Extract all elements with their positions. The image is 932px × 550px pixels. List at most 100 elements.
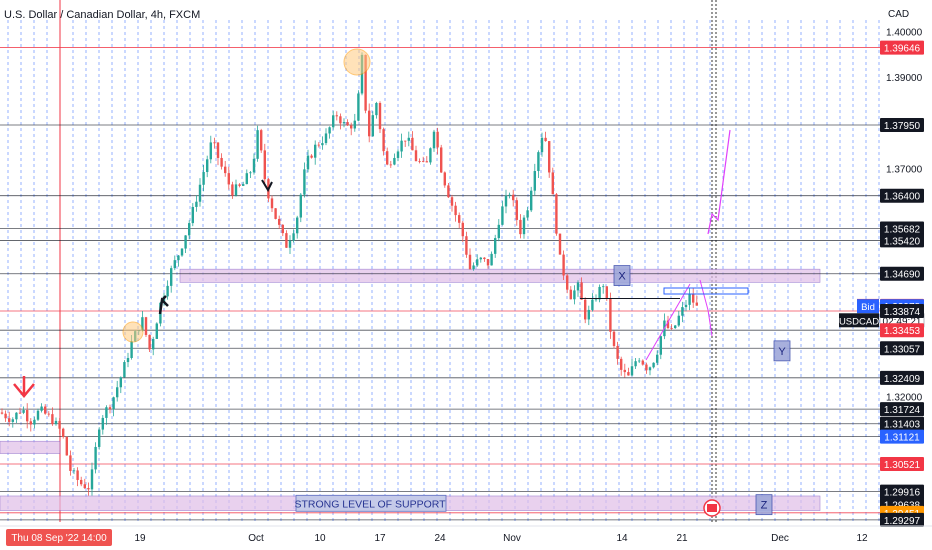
candle-body — [155, 323, 158, 339]
candle-body — [411, 137, 414, 151]
candle-body — [645, 364, 648, 371]
candle-body — [227, 173, 230, 185]
candle-body — [576, 282, 580, 291]
candle-body — [299, 194, 302, 218]
candle-body — [40, 406, 43, 411]
candle-body — [342, 122, 346, 124]
side-tag-box — [857, 299, 879, 314]
price-label: 02:49:21 — [883, 316, 922, 327]
candle-body — [641, 360, 644, 365]
candle-body — [656, 354, 659, 363]
candle-body — [18, 412, 22, 414]
price-label-box — [880, 117, 924, 132]
candle-body — [605, 286, 608, 299]
candle-body — [533, 171, 536, 191]
candle-body — [335, 115, 338, 117]
candle-body — [80, 479, 83, 485]
candle-body — [209, 142, 212, 160]
price-label: 1.35420 — [884, 236, 921, 247]
candle-body — [620, 358, 623, 370]
price-label-box — [880, 341, 924, 356]
candle-body — [47, 413, 50, 415]
candle-body — [191, 206, 194, 224]
price-label: 1.33453 — [884, 326, 921, 337]
price-label-box — [880, 402, 924, 417]
candle-body — [396, 151, 400, 158]
candle-body — [530, 190, 533, 211]
price-label: 1.33874 — [884, 307, 921, 318]
candle-body — [584, 299, 587, 320]
candle-body — [0, 412, 4, 414]
candle-body — [465, 236, 468, 255]
price-label: 1.37950 — [884, 121, 921, 132]
candle-body — [292, 233, 295, 241]
check-arrow-icon — [261, 179, 273, 193]
highlight-circle — [343, 48, 371, 76]
candle-body — [476, 259, 479, 266]
candle-body — [688, 294, 691, 305]
candle-body — [612, 331, 616, 346]
candle-body — [274, 208, 277, 219]
candle-body — [8, 418, 11, 422]
candle-body — [468, 254, 472, 270]
candle-body — [479, 257, 482, 260]
candle-body — [112, 397, 115, 410]
candle-body — [119, 377, 122, 388]
axis-layer: 1.40000 1.39000 1.37000 1.32000 19 Oct 10 17 24 N… — [0, 27, 932, 546]
candle-body — [616, 345, 619, 359]
candle-body — [472, 265, 475, 270]
candle-body — [659, 336, 662, 355]
candle-body — [522, 217, 526, 235]
annotation-label: Y — [778, 346, 786, 358]
candle-body — [666, 320, 670, 329]
candle-body — [220, 157, 223, 167]
candle-body — [65, 436, 68, 456]
side-tag-box — [839, 313, 879, 328]
candle-body — [238, 184, 241, 186]
candle-body — [98, 429, 101, 447]
zone-layer: STRONG LEVEL OF SUPPORT — [0, 268, 821, 512]
candle-body — [188, 223, 191, 236]
y-tick-label: 1.37000 — [886, 164, 923, 175]
candle-body — [562, 254, 565, 276]
candle-body — [580, 282, 583, 300]
candle-body — [90, 469, 94, 490]
price-label: 1.33057 — [884, 344, 921, 355]
candle-body — [501, 206, 504, 225]
price-label-box — [880, 303, 924, 318]
candle-body — [389, 164, 392, 166]
annotation-box — [613, 265, 631, 286]
price-label-box — [880, 188, 924, 203]
candle-body — [483, 257, 486, 260]
y-tick-label: 1.39000 — [886, 73, 923, 84]
candle-body — [256, 130, 259, 159]
candle-body — [94, 446, 97, 470]
candle-body — [422, 161, 425, 162]
candle-body — [537, 152, 540, 172]
candle-body — [569, 289, 572, 300]
position-line — [580, 298, 680, 299]
price-label: 1.39646 — [884, 44, 921, 55]
x-tick-label: 17 — [374, 533, 386, 544]
candle-body — [152, 338, 155, 350]
candle-body — [677, 315, 680, 326]
candle-body — [83, 484, 86, 489]
candle-body — [630, 366, 634, 376]
candle-body — [425, 161, 428, 163]
candle-body — [681, 307, 684, 316]
zone-rect — [179, 268, 821, 283]
side-tag-label: USDCAD — [839, 316, 879, 327]
candle-body — [11, 419, 14, 422]
candle-body — [461, 222, 464, 237]
candle-body — [404, 140, 407, 142]
candle-body — [371, 115, 374, 137]
candle-body — [180, 248, 184, 256]
candle-body — [36, 410, 40, 420]
candle-body — [296, 217, 299, 234]
zone-rect — [0, 440, 61, 454]
projection-line — [699, 279, 713, 337]
candle-body — [288, 240, 292, 248]
candle-body — [497, 224, 500, 239]
candle-body — [364, 54, 367, 111]
